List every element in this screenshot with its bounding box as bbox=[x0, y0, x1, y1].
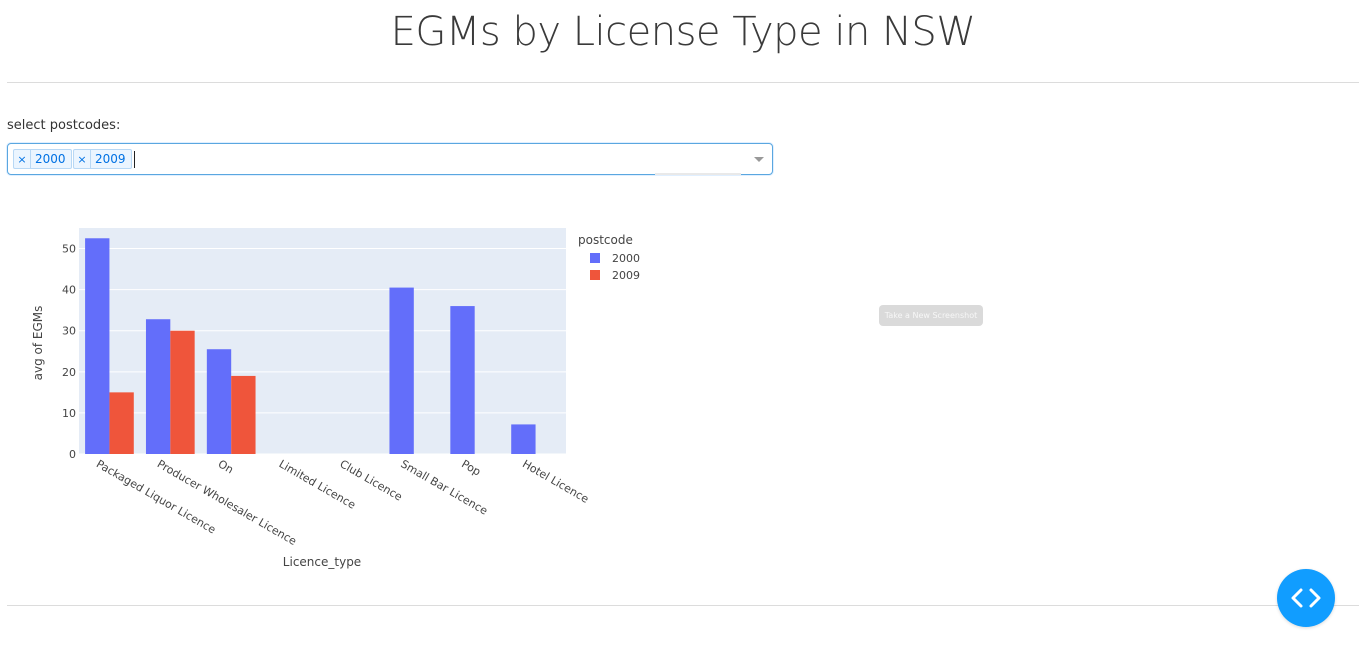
legend-swatch bbox=[590, 253, 600, 263]
selected-chip-2009[interactable]: × 2009 bbox=[73, 149, 132, 169]
legend-swatch bbox=[590, 270, 600, 280]
postcode-select-label: select postcodes: bbox=[7, 118, 121, 133]
remove-chip-icon[interactable]: × bbox=[14, 150, 31, 168]
text-cursor[interactable] bbox=[134, 151, 135, 168]
remove-chip-icon[interactable]: × bbox=[74, 150, 91, 168]
y-tick-label: 10 bbox=[62, 407, 76, 420]
bar-2009-0[interactable] bbox=[109, 392, 134, 454]
postcode-multiselect[interactable]: × 2000 × 2009 bbox=[7, 143, 773, 175]
x-axis-title: Licence_type bbox=[283, 555, 361, 569]
take-screenshot-button[interactable]: Take a New Screenshot bbox=[879, 305, 983, 326]
legend-label: 2000 bbox=[612, 252, 640, 265]
bar-2009-2[interactable] bbox=[231, 375, 256, 454]
x-tick-label: Hotel Licence bbox=[520, 457, 591, 506]
x-tick-label: On bbox=[216, 457, 236, 476]
x-tick-label: Pop bbox=[459, 457, 483, 478]
selected-chip-2000[interactable]: × 2000 bbox=[13, 149, 72, 169]
bar-2000-6[interactable] bbox=[450, 306, 475, 454]
divider bbox=[7, 605, 1359, 606]
y-tick-label: 30 bbox=[62, 325, 76, 338]
legend-item-2009[interactable]: 2009 bbox=[590, 269, 640, 282]
bars bbox=[85, 238, 536, 454]
legend-label: 2009 bbox=[612, 269, 640, 282]
y-axis-title: avg of EGMs bbox=[31, 306, 45, 381]
chip-value: 2000 bbox=[35, 152, 66, 166]
dropdown-arrow-icon[interactable] bbox=[754, 157, 764, 162]
bar-2009-1[interactable] bbox=[170, 330, 195, 454]
y-tick-label: 40 bbox=[62, 284, 76, 297]
chip-value: 2009 bbox=[95, 152, 126, 166]
y-tick-label: 20 bbox=[62, 366, 76, 379]
bar-2000-1[interactable] bbox=[145, 319, 171, 454]
y-tick-label: 0 bbox=[69, 448, 76, 461]
bar-2000-7[interactable] bbox=[511, 424, 536, 454]
bar-2000-5[interactable] bbox=[389, 287, 414, 454]
y-axis: 0 10 20 30 40 50 bbox=[62, 243, 76, 461]
divider bbox=[7, 82, 1359, 83]
bar-chart: 0 10 20 30 40 50 Packaged Liquor LicenceProdu… bbox=[31, 228, 640, 569]
y-tick-label: 50 bbox=[62, 243, 76, 256]
legend-title: postcode bbox=[578, 233, 633, 247]
code-icon bbox=[1291, 588, 1321, 608]
devtools-toggle-button[interactable] bbox=[1277, 569, 1335, 627]
legend-item-2000[interactable]: 2000 bbox=[590, 252, 640, 265]
menu-edge bbox=[655, 173, 741, 175]
bar-2000-0[interactable] bbox=[85, 238, 110, 454]
bar-2000-2[interactable] bbox=[206, 349, 232, 454]
page-title: EGMs by License Type in NSW bbox=[390, 9, 976, 55]
